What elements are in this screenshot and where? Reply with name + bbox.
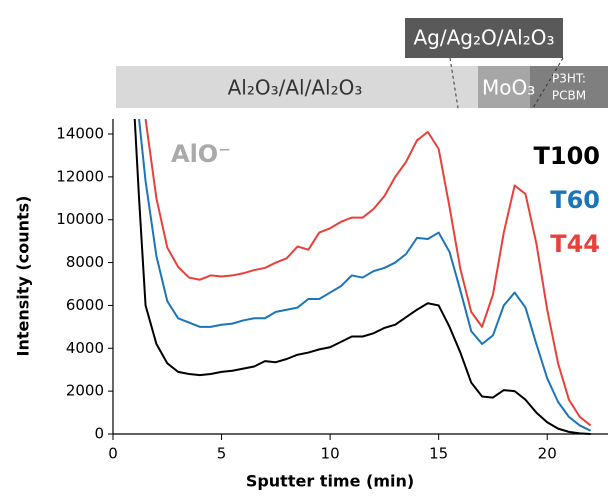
x-axis-label: Sputter time (min)	[246, 472, 414, 491]
series-line	[138, 119, 592, 432]
layer-divider	[532, 57, 564, 109]
y-axis-label: Intensity (counts)	[14, 196, 33, 357]
legend-label: T100	[534, 142, 600, 170]
layer-label: PCBM	[552, 89, 586, 103]
layer-label: MoO₃	[482, 76, 535, 100]
series-line	[133, 119, 591, 435]
layer-divider	[449, 57, 459, 109]
plot-area	[133, 119, 592, 435]
layer-band	[116, 66, 478, 108]
x-tick-label: 10	[321, 445, 340, 463]
layer-label: Ag/Ag₂O/Al₂O₃	[413, 26, 554, 50]
y-tick-label: 0	[94, 425, 104, 443]
legend-label: T60	[550, 186, 600, 214]
layer-band	[405, 18, 563, 58]
y-tick-label: 14000	[56, 125, 104, 143]
series-line	[144, 119, 592, 427]
layer-label: Al₂O₃/Al/Al₂O₃	[228, 76, 363, 100]
y-tick-label: 12000	[56, 167, 104, 185]
annotation: AlO⁻	[171, 140, 231, 168]
layer-band	[530, 66, 608, 108]
y-tick-label: 2000	[66, 382, 104, 400]
x-tick-label: 0	[108, 445, 118, 463]
legend-label: T44	[550, 230, 600, 258]
y-tick-label: 10000	[56, 210, 104, 228]
x-tick-label: 5	[217, 445, 227, 463]
layer-label: P3HT:	[552, 72, 586, 86]
y-tick-label: 4000	[66, 339, 104, 357]
y-tick-label: 6000	[66, 296, 104, 314]
x-tick-label: 20	[538, 445, 557, 463]
layer-band	[478, 66, 530, 108]
x-tick-label: 15	[429, 445, 448, 463]
y-tick-label: 8000	[66, 253, 104, 271]
